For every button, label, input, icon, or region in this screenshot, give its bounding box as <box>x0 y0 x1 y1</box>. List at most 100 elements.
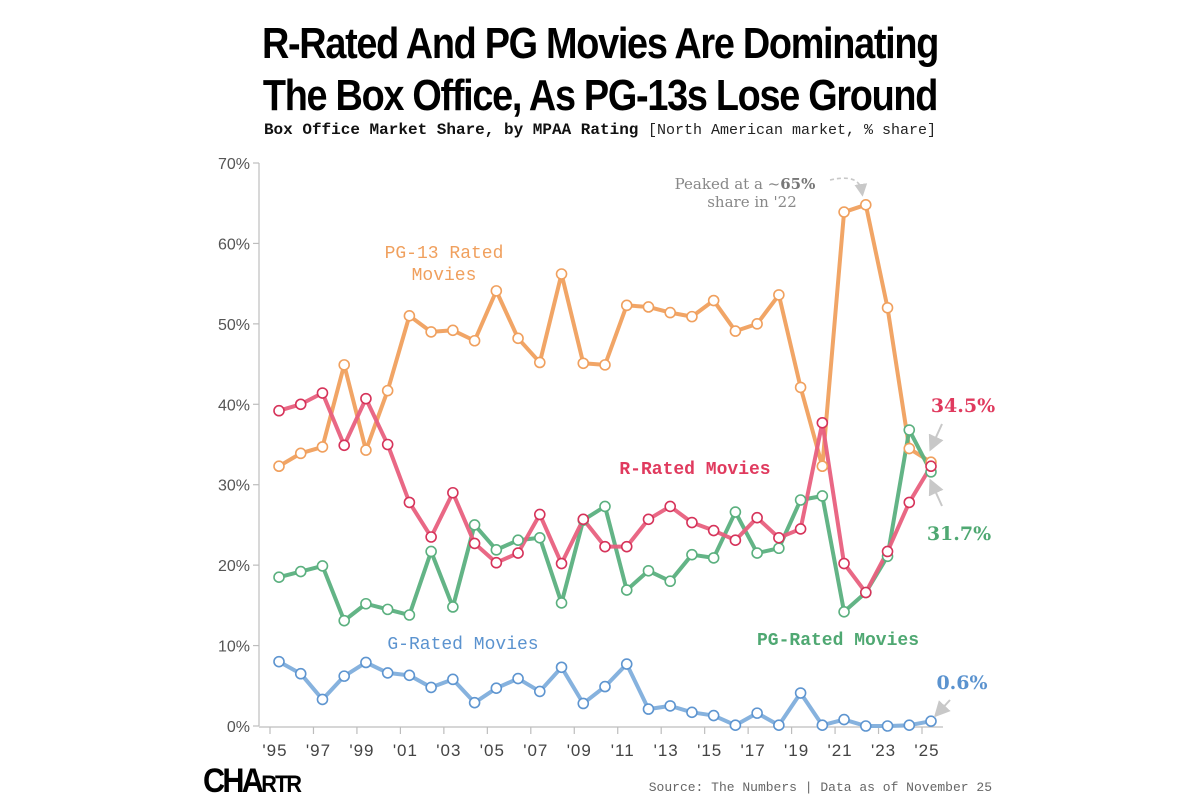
data-point-g <box>294 667 307 680</box>
y-tick-label: 60% <box>218 236 250 253</box>
peak-annotation-text: Peaked at a ~ <box>675 175 781 193</box>
data-point-pg <box>316 560 329 572</box>
data-point-g <box>577 697 590 710</box>
data-point-pg13 <box>316 441 329 453</box>
x-tick-label: '05 <box>480 741 505 760</box>
data-point-g <box>707 709 720 722</box>
data-point-pg13 <box>773 289 785 301</box>
subtitle-units: [North American market, % share] <box>648 122 937 139</box>
peak-annotation-arrow <box>829 177 868 197</box>
data-point-r <box>512 547 524 559</box>
data-point-r <box>599 540 611 553</box>
series-line-pg <box>277 428 933 623</box>
series-line-g <box>277 659 933 728</box>
data-point-pg <box>642 564 655 577</box>
data-point-pg <box>751 547 763 559</box>
data-point-r <box>903 496 916 509</box>
data-point-r <box>425 531 437 543</box>
data-point-r <box>881 545 894 558</box>
x-tick-label: '97 <box>306 741 331 760</box>
data-point-g <box>360 656 372 669</box>
end-value-arrow-g <box>933 699 951 718</box>
data-point-pg13 <box>859 199 872 211</box>
data-point-pg13 <box>903 442 916 455</box>
data-point-pg <box>794 494 807 506</box>
data-point-r <box>533 508 546 521</box>
series-lines <box>273 199 937 732</box>
data-point-g <box>403 669 416 682</box>
x-tick-label: '03 <box>436 741 461 760</box>
x-tick-label: '95 <box>262 741 287 760</box>
data-point-pg <box>729 506 742 518</box>
axes: 0% 10% 20% 30% 40% 50% 60% 70% '95 '97 '99 '01 '03 '0… <box>218 156 943 760</box>
data-point-pg <box>620 584 633 596</box>
data-point-g <box>925 715 937 727</box>
data-point-r <box>925 460 937 473</box>
data-point-r <box>751 511 763 524</box>
data-point-g <box>447 673 459 686</box>
data-point-r <box>294 398 307 411</box>
data-point-pg <box>838 605 850 618</box>
data-point-r <box>447 486 459 499</box>
data-point-r <box>816 416 829 429</box>
data-point-pg <box>338 614 351 627</box>
data-point-pg13 <box>599 359 611 371</box>
data-point-pg13 <box>816 460 829 473</box>
data-point-g <box>838 713 850 726</box>
data-point-g <box>903 719 916 731</box>
data-point-g <box>816 719 829 731</box>
data-point-pg <box>533 531 546 544</box>
data-point-r <box>577 513 590 526</box>
peak-annotation-line-1: Peaked at a ~65% <box>675 175 816 193</box>
source-note: Source: The Numbers | Data as of Novembe… <box>648 780 992 795</box>
series-label-g: G-Rated Movies <box>387 635 538 655</box>
data-point-pg13 <box>490 285 503 297</box>
data-point-r <box>338 439 351 452</box>
x-tick-label: '09 <box>567 741 592 760</box>
data-point-pg <box>664 575 677 588</box>
y-tick-label: 40% <box>218 397 250 414</box>
data-point-pg13 <box>425 326 437 338</box>
data-point-pg <box>512 534 524 547</box>
data-point-pg <box>707 552 720 564</box>
data-point-g <box>620 658 633 670</box>
data-point-pg13 <box>555 268 568 280</box>
end-value-label-r: 34.5% <box>931 395 995 417</box>
series-label-pg: PG-Rated Movies <box>757 631 919 651</box>
annotations: Peaked at a ~65%share in '22 34.5% 31.7% 0.… <box>675 175 995 718</box>
data-point-g <box>381 667 394 679</box>
y-tick-label: 20% <box>218 558 250 575</box>
data-point-g <box>490 682 503 694</box>
data-point-g <box>729 719 742 731</box>
data-point-g <box>773 719 785 731</box>
data-point-pg13 <box>533 356 546 369</box>
data-point-g <box>533 685 546 698</box>
data-point-pg <box>686 548 698 561</box>
data-point-r <box>381 438 394 451</box>
data-point-pg13 <box>338 359 351 371</box>
data-point-pg13 <box>686 310 698 323</box>
series-label-r: R-Rated Movies <box>619 460 770 480</box>
x-tick-label: '99 <box>349 741 374 760</box>
chart-title-line-1: R-Rated And PG Movies Are Dominating <box>261 19 939 68</box>
data-point-pg <box>816 490 829 502</box>
data-point-r <box>403 496 416 509</box>
data-point-pg13 <box>620 299 633 312</box>
chartr-logo: CHARTR <box>203 762 302 801</box>
data-point-r <box>838 557 850 570</box>
data-point-pg13 <box>512 332 524 345</box>
end-value-label-pg: 31.7% <box>927 523 991 545</box>
x-tick-label: '15 <box>697 741 722 760</box>
data-point-pg <box>773 542 785 555</box>
data-point-r <box>707 524 720 537</box>
peak-annotation-value: 65% <box>780 175 815 193</box>
data-point-g <box>273 655 285 668</box>
data-point-pg13 <box>381 384 394 397</box>
y-tick-label: 30% <box>218 478 250 495</box>
end-value-arrow-pg <box>928 478 944 507</box>
data-point-pg13 <box>294 447 307 460</box>
data-point-pg13 <box>447 324 459 337</box>
data-point-r <box>620 540 633 553</box>
data-point-pg <box>360 597 372 610</box>
